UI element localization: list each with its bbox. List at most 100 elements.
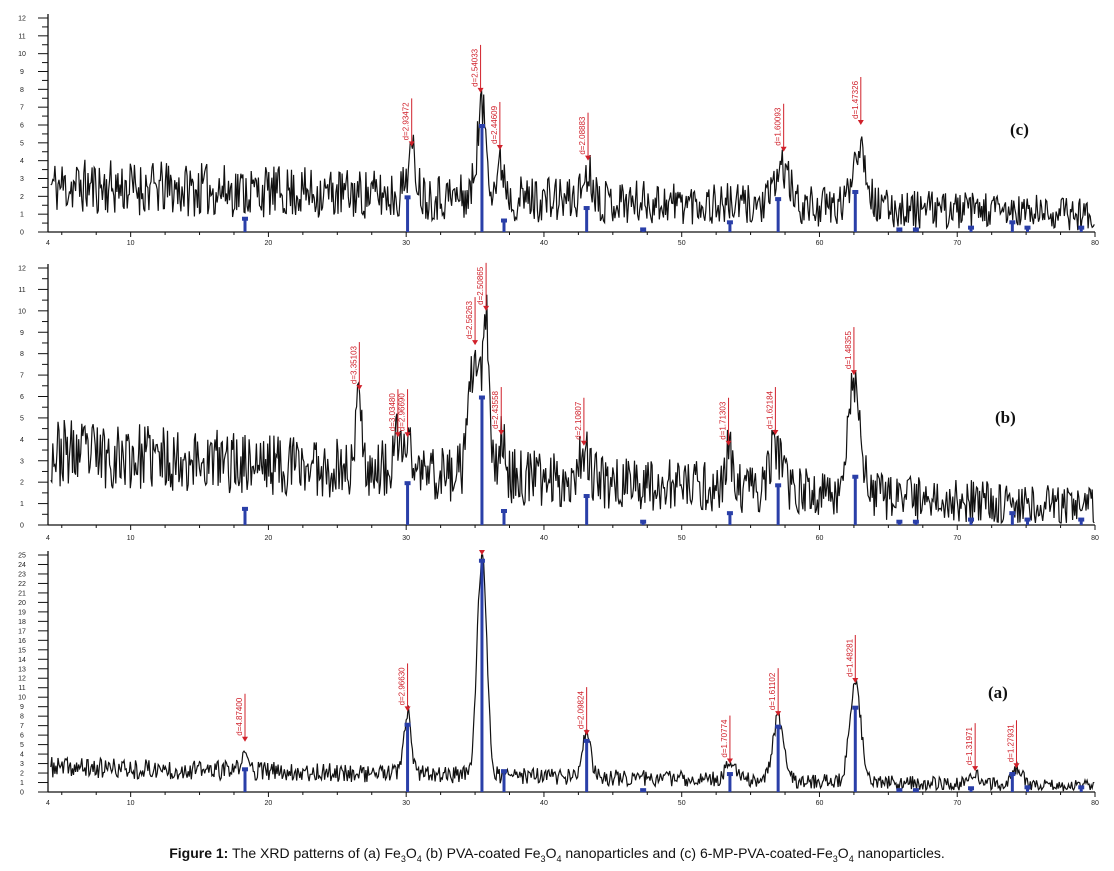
reference-bar-cap <box>726 772 733 777</box>
caption-sub: 4 <box>416 853 422 864</box>
reference-bar <box>406 482 410 525</box>
caption-sub: 4 <box>848 853 854 864</box>
y-tick-label: 10 <box>18 51 26 58</box>
x-tick-label: 20 <box>265 800 273 807</box>
x-tick-label: 40 <box>540 535 548 542</box>
d-spacing-label: d=3.03480 <box>388 393 397 432</box>
y-tick-label: 19 <box>18 609 26 616</box>
y-tick-label: 8 <box>20 714 24 721</box>
y-tick-label: 7 <box>20 373 24 380</box>
d-spacing-label: d=1.62184 <box>765 390 774 429</box>
x-tick-label: 80 <box>1091 535 1099 542</box>
x-tick-label: 50 <box>678 535 686 542</box>
reference-bar-cap <box>912 227 919 232</box>
reference-bar-cap <box>583 206 590 211</box>
y-tick-label: 9 <box>20 69 24 76</box>
y-tick-label: 7 <box>20 105 24 112</box>
annotation-arrowhead <box>498 430 505 436</box>
y-tick-label: 6 <box>20 394 24 401</box>
y-tick-label: 16 <box>18 638 26 645</box>
reference-bar-cap <box>404 481 411 486</box>
y-tick-label: 13 <box>18 666 26 673</box>
y-tick-label: 24 <box>18 562 26 569</box>
d-spacing-label: d=1.48281 <box>845 638 854 677</box>
x-tick-label: 20 <box>265 535 273 542</box>
reference-bar <box>1025 518 1029 525</box>
d-spacing-label: d=1.47326 <box>851 80 860 119</box>
reference-bar-cap <box>640 519 647 524</box>
panel-label: (b) <box>995 408 1016 427</box>
reference-bar <box>1010 773 1014 792</box>
x-tick-label: 4 <box>46 240 50 247</box>
reference-bar-cap <box>896 519 903 524</box>
annotation-arrowhead <box>477 87 484 93</box>
reference-bar-cap <box>1078 785 1085 790</box>
x-tick-label: 4 <box>46 800 50 807</box>
reference-bar-cap <box>1024 225 1031 230</box>
d-spacing-label: d=1.71303 <box>719 401 728 440</box>
d-spacing-label: d=2.08883 <box>578 116 587 155</box>
reference-bar <box>776 198 780 232</box>
caption-part: nanoparticles and (c) 6-MP-PVA-coated-Fe <box>561 845 833 861</box>
reference-bar-cap <box>640 788 647 793</box>
y-tick-label: 12 <box>18 16 26 23</box>
reference-bar-cap <box>726 220 733 225</box>
d-spacing-label: d=1.70774 <box>720 719 729 758</box>
reference-bar-cap <box>478 558 485 563</box>
reference-bar-cap <box>852 474 859 479</box>
reference-bar <box>853 190 857 232</box>
y-tick-label: 5 <box>20 742 24 749</box>
caption-part: O <box>545 845 557 861</box>
reference-bar-cap <box>500 769 507 774</box>
y-tick-label: 11 <box>18 33 25 40</box>
y-tick-label: 2 <box>20 771 24 778</box>
y-tick-label: 1 <box>20 501 24 508</box>
annotation-arrowhead <box>585 155 592 161</box>
annotation-arrowhead <box>242 736 249 742</box>
reference-bar <box>243 768 247 792</box>
caption-part: (b) PVA-coated Fe <box>421 845 541 861</box>
x-tick-label: 4 <box>46 535 50 542</box>
caption-prefix: Figure 1: <box>169 845 229 861</box>
d-spacing-label: d=2.54033 <box>471 48 480 87</box>
y-tick-label: 4 <box>20 437 24 444</box>
reference-bar-cap <box>1024 785 1031 790</box>
annotation-arrowhead <box>408 141 415 147</box>
reference-bar <box>728 512 732 525</box>
caption-text: The XRD patterns of (a) Fe3O4 (b) PVA-co… <box>232 845 945 864</box>
d-spacing-label: d=1.31971 <box>965 727 974 766</box>
reference-bar-cap <box>640 227 647 232</box>
reference-bar-cap <box>242 767 249 772</box>
x-tick-label: 50 <box>678 800 686 807</box>
y-tick-label: 4 <box>20 158 24 165</box>
y-tick-label: 2 <box>20 194 24 201</box>
reference-bar <box>480 125 484 232</box>
x-tick-label: 30 <box>402 800 410 807</box>
reference-bar <box>585 495 589 525</box>
d-spacing-label: d=1.60093 <box>774 107 783 146</box>
annotation-arrowhead <box>404 432 411 438</box>
x-tick-label: 80 <box>1091 240 1099 247</box>
xrd-trace <box>50 90 1095 231</box>
y-tick-label: 14 <box>18 657 26 664</box>
x-tick-label: 10 <box>127 535 135 542</box>
caption-sub: 3 <box>400 853 406 864</box>
d-spacing-label: d=2.44609 <box>490 105 499 144</box>
x-tick-label: 20 <box>265 240 273 247</box>
y-tick-label: 0 <box>20 230 24 237</box>
reference-bar <box>243 507 247 525</box>
y-tick-label: 3 <box>20 458 24 465</box>
reference-bar <box>728 221 732 232</box>
annotation-arrowhead <box>496 144 503 150</box>
caption-sub: 3 <box>540 853 546 864</box>
reference-bar <box>502 770 506 792</box>
annotation-arrowhead <box>478 550 485 555</box>
xrd-trace <box>50 294 1095 525</box>
reference-bar <box>480 396 484 525</box>
annotation-arrowhead <box>775 711 782 717</box>
annotation-arrowhead <box>404 706 411 712</box>
y-tick-label: 3 <box>20 176 24 183</box>
reference-bar <box>1079 518 1083 525</box>
